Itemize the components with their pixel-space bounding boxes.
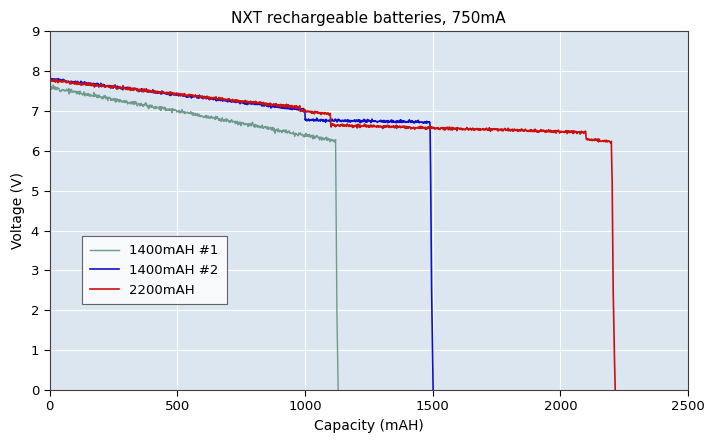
1400mAH #2 — [196, 94, 205, 99]
1400mAH #1 — [284, 130, 292, 135]
1400mAH #2 — [342, 118, 351, 123]
1400mAH #1 — [222, 119, 231, 124]
Title: NXT rechargeable batteries, 750mA: NXT rechargeable batteries, 750mA — [231, 11, 506, 26]
Line: 1400mAH #2: 1400mAH #2 — [49, 79, 433, 390]
1400mAH #1 — [206, 115, 215, 121]
2200mAH — [243, 99, 252, 104]
2200mAH — [481, 127, 490, 132]
1400mAH #1 — [174, 109, 183, 114]
1400mAH #2 — [45, 78, 54, 83]
1400mAH #1 — [49, 83, 57, 88]
1400mAH #1 — [202, 115, 211, 120]
1400mAH #2 — [279, 106, 288, 111]
1400mAH #2 — [409, 119, 417, 125]
Legend: 1400mAH #1, 1400mAH #2, 2200mAH: 1400mAH #1, 1400mAH #2, 2200mAH — [82, 236, 226, 305]
2200mAH — [240, 98, 248, 103]
2200mAH — [163, 90, 171, 95]
X-axis label: Capacity (mAH): Capacity (mAH) — [314, 419, 424, 433]
1400mAH #2 — [47, 76, 56, 81]
1400mAH #2 — [255, 102, 263, 107]
2200mAH — [45, 77, 54, 82]
2200mAH — [52, 77, 61, 82]
Y-axis label: Voltage (V): Voltage (V) — [11, 172, 25, 249]
1400mAH #2 — [196, 94, 205, 99]
1400mAH #1 — [45, 84, 54, 89]
1400mAH #1 — [306, 133, 315, 138]
2200mAH — [601, 139, 610, 145]
2200mAH — [394, 124, 402, 130]
1400mAH #1 — [334, 387, 342, 392]
Line: 1400mAH #1: 1400mAH #1 — [49, 85, 338, 390]
1400mAH #2 — [429, 387, 437, 392]
2200mAH — [611, 387, 619, 392]
Line: 2200mAH: 2200mAH — [49, 79, 615, 390]
